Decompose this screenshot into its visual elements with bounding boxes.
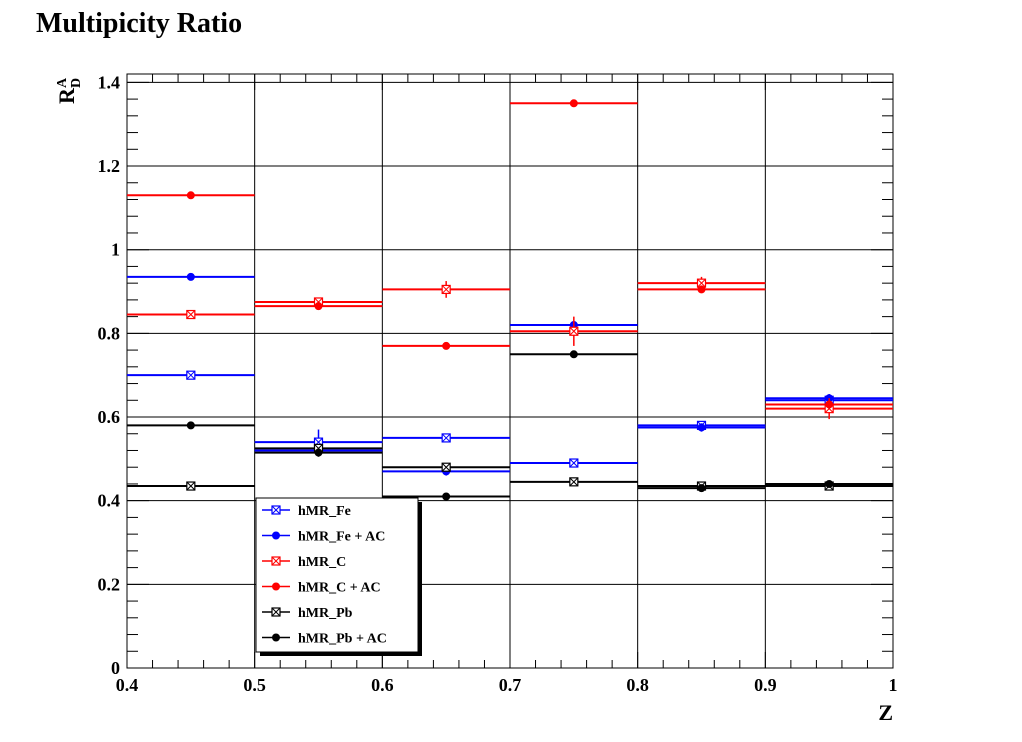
data-point bbox=[569, 326, 579, 336]
y-axis-label-subscript: D bbox=[69, 78, 84, 88]
y-tick-label-1: 0.2 bbox=[98, 574, 121, 594]
x-tick-label-1: 0.5 bbox=[243, 675, 266, 695]
data-point bbox=[186, 272, 195, 281]
chart-title: Multipicity Ratio bbox=[36, 8, 242, 39]
y-tick-label-3: 0.6 bbox=[98, 407, 121, 427]
y-axis-label-superscript: A bbox=[55, 77, 70, 88]
legend-label: hMR_Pb + AC bbox=[298, 632, 387, 647]
legend-box bbox=[255, 497, 419, 653]
axis-ticks bbox=[126, 74, 894, 669]
x-axis-label: Z bbox=[878, 700, 893, 725]
data-point bbox=[569, 477, 579, 487]
data-point bbox=[569, 350, 578, 359]
x-tick-label-4: 0.8 bbox=[626, 675, 649, 695]
data-point bbox=[825, 479, 834, 488]
legend-marker bbox=[272, 582, 280, 591]
legend-marker bbox=[271, 607, 281, 617]
legend-marker bbox=[271, 505, 281, 515]
legend-entry: hMR_Fe bbox=[262, 504, 351, 519]
data-point bbox=[569, 458, 579, 468]
data-point bbox=[442, 492, 451, 501]
data-point bbox=[697, 285, 706, 294]
data-point bbox=[441, 462, 451, 472]
y-tick-label-6: 1.2 bbox=[98, 156, 121, 176]
tick-labels: 0.4 0.5 0.6 0.7 0.8 0.9 1 0 0.2 0.4 0.6 0.8 1 1.2 1.4 bbox=[98, 72, 898, 695]
data-point bbox=[442, 341, 451, 350]
data-point bbox=[825, 400, 834, 409]
legend-label: hMR_C bbox=[298, 555, 346, 570]
legend-marker bbox=[272, 633, 280, 642]
legend-entry: hMR_Pb bbox=[262, 606, 353, 621]
data-point bbox=[441, 433, 451, 443]
y-tick-label-7: 1.4 bbox=[98, 72, 121, 92]
legend-entry: hMR_C bbox=[262, 555, 346, 570]
data-point bbox=[186, 370, 196, 380]
x-tick-label-0: 0.4 bbox=[116, 675, 139, 695]
legend-entry: hMR_Fe + AC bbox=[262, 530, 385, 545]
x-tick-label-2: 0.6 bbox=[371, 675, 394, 695]
y-axis-label: R A D bbox=[54, 77, 84, 104]
legend-label: hMR_Pb bbox=[298, 606, 353, 621]
y-tick-label-0: 0 bbox=[111, 658, 120, 678]
data-point bbox=[186, 421, 195, 430]
data-point bbox=[314, 302, 323, 311]
data-series bbox=[127, 99, 893, 501]
legend-entry: hMR_C + AC bbox=[262, 581, 381, 596]
data-point bbox=[441, 284, 451, 295]
y-tick-label-5: 1 bbox=[111, 240, 120, 260]
data-point bbox=[569, 99, 578, 108]
data-point bbox=[697, 423, 706, 432]
legend-marker bbox=[272, 531, 280, 540]
x-tick-label-5: 0.9 bbox=[754, 675, 777, 695]
legend-marker bbox=[271, 556, 281, 566]
legend-label: hMR_C + AC bbox=[298, 581, 381, 596]
data-point bbox=[186, 309, 196, 320]
legend-entry: hMR_Pb + AC bbox=[262, 632, 387, 647]
y-axis-label-main: R bbox=[54, 87, 79, 104]
data-point bbox=[697, 484, 706, 493]
series-hmr-pb-ac bbox=[127, 350, 893, 501]
data-point bbox=[186, 481, 196, 491]
y-tick-label-2: 0.4 bbox=[98, 491, 121, 511]
legend-label: hMR_Fe bbox=[298, 504, 351, 519]
x-tick-label-3: 0.7 bbox=[499, 675, 522, 695]
legend-label: hMR_Fe + AC bbox=[298, 530, 385, 545]
x-tick-label-6: 1 bbox=[889, 675, 898, 695]
legend: hMR_Fe hMR_Fe + AC hMR_C hMR_C + AC hMR_Pb hM… bbox=[255, 497, 422, 656]
grid bbox=[126, 74, 894, 669]
series-hmr-c-ac bbox=[127, 99, 893, 409]
data-point bbox=[314, 448, 323, 457]
data-point bbox=[186, 191, 195, 200]
y-tick-label-4: 0.8 bbox=[98, 323, 121, 343]
